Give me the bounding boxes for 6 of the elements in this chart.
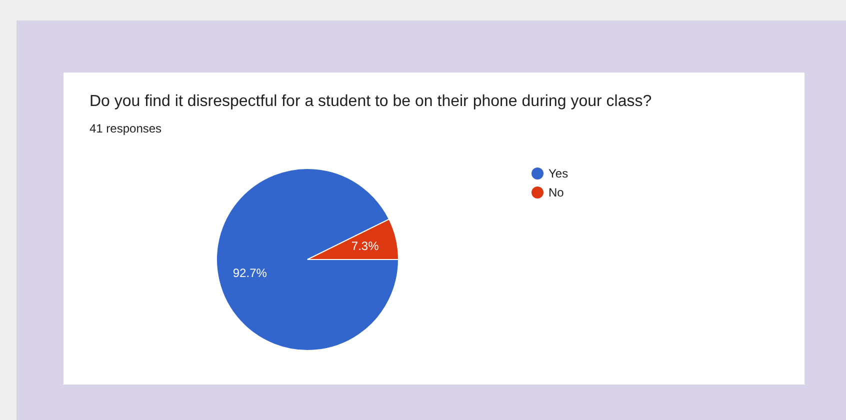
chart-title: Do you find it disrespectful for a student to be on their phone during your class? [90, 93, 652, 110]
legend-label: No [548, 186, 564, 200]
data-label: 7.3% [351, 239, 380, 254]
legend-label: Yes [548, 166, 568, 180]
chart-subtitle: 41 responses [90, 122, 162, 136]
data-label: 92.7% [232, 266, 268, 280]
